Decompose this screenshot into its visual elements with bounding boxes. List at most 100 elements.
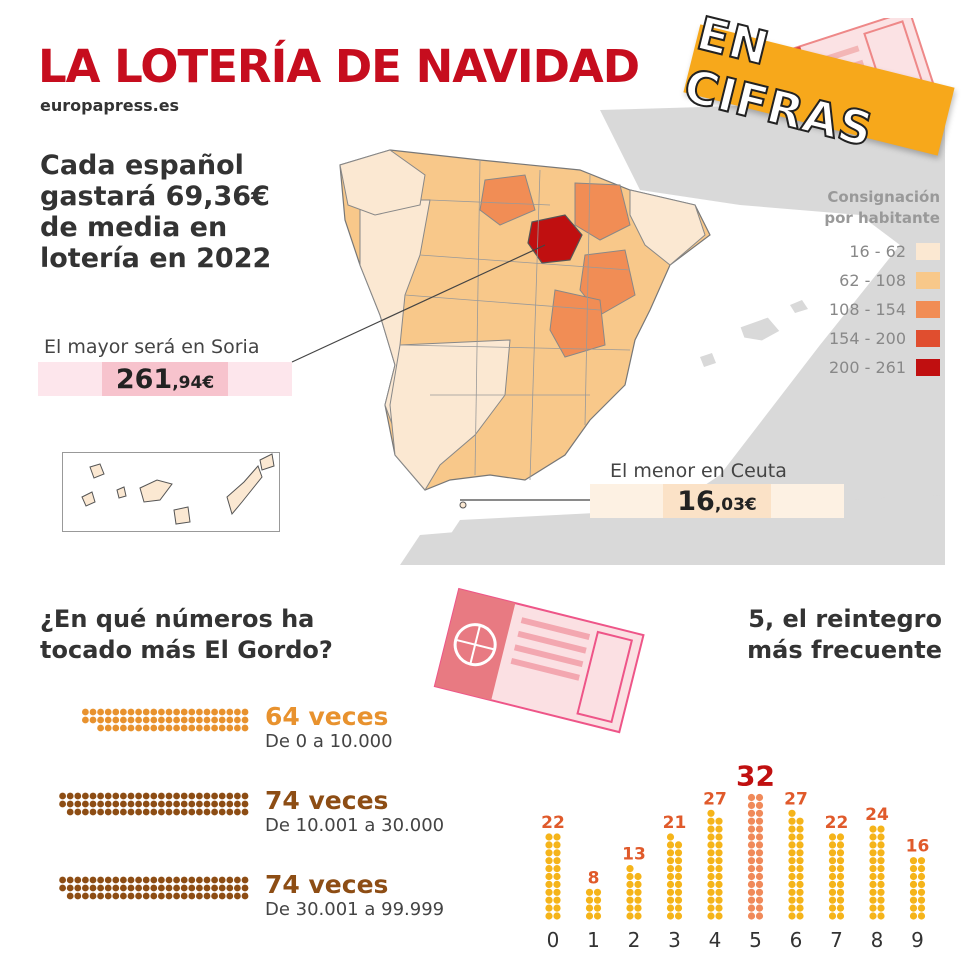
reintegro-bar-1 [585,888,602,920]
gordo-dot [188,716,196,724]
reintegro-value-label: 27 [784,789,808,809]
reintegro-dot [755,912,764,920]
reintegro-dot [909,896,918,904]
reintegro-dot [788,880,796,888]
reintegro-dot [755,849,764,857]
gordo-dot [218,800,226,808]
gordo-dot [188,884,196,892]
reintegro-chart: 22 0 8 1 13 2 21 3 27 4 32 5 27 6 22 7 24 8 16 9 [541,760,929,953]
gordo-dot [241,716,249,724]
reintegro-dot [707,841,715,849]
canary-islands-inset [62,452,280,532]
legend-item: 200 - 261 [790,356,940,378]
reintegro-dot [626,904,634,912]
gordo-dot [226,800,234,808]
reintegro-dot [755,801,764,809]
gordo-dot [173,716,181,724]
reintegro-dot [828,849,837,857]
reintegro-dot [747,880,756,888]
gordo-dot [158,800,165,808]
reintegro-dot [553,904,561,912]
gordo-dot [120,800,127,808]
gordo-dot [89,792,97,800]
gordo-dot [104,892,112,900]
gordo-dot [66,800,74,808]
reintegro-dot [917,857,926,865]
gordo-dot [135,792,143,800]
gordo-dot [196,884,203,892]
gordo-dot [234,884,241,892]
reintegro-category-label: 9 [911,928,924,952]
reintegro-dot [869,849,877,857]
gordo-dot [188,808,196,816]
gordo-dot [150,800,158,808]
reintegro-dot [674,849,683,857]
gordo-dot [82,884,89,892]
gordo-dot [196,808,203,816]
gordo-dot [180,884,188,892]
gordo-dot [112,716,120,724]
reintegro-dot [836,849,845,857]
legend-swatch [916,329,940,347]
gordo-dot [165,792,173,800]
legend-item-label: 154 - 200 [828,328,906,348]
gordo-dot [142,708,150,716]
reintegro-dot [828,833,837,841]
lowest-box: 16,03€ [590,484,844,518]
gordo-dot [234,708,241,716]
gordo-dot [180,876,188,884]
gordo-dot [173,800,181,808]
gordo-dot [112,724,120,732]
gordo-dot [165,716,173,724]
reintegro-dot [796,849,804,857]
reintegro-value-label: 32 [736,760,775,793]
gordo-dots-row [82,708,249,732]
reintegro-dot [634,912,642,920]
reintegro-dot [869,896,877,904]
reintegro-dot [626,912,634,920]
gordo-dot [120,884,127,892]
reintegro-dot [715,880,723,888]
reintegro-dot [545,865,553,873]
gordo-dot [158,808,165,816]
gordo-dot [112,800,120,808]
reintegro-dot [707,912,715,920]
gordo-dot [112,884,120,892]
reintegro-bar-4 [707,809,723,920]
reintegro-dot [626,896,634,904]
reintegro-dot [715,912,723,920]
reintegro-dot [836,833,845,841]
gordo-row-0: 64 veces De 0 a 10.000 [265,702,393,752]
gordo-dot [165,800,173,808]
reintegro-dot [747,912,756,920]
gordo-dot [196,716,203,724]
gordo-dot [211,800,219,808]
reintegro-dot [715,825,723,833]
gordo-dot [66,808,74,816]
reintegro-dot [869,865,877,873]
reintegro-value-label: 21 [663,813,687,833]
gordo-dot [135,884,143,892]
gordo-dot [196,876,203,884]
gordo-dots-row [59,876,249,900]
reintegro-dot [707,896,715,904]
gordo-dot [241,884,249,892]
source-label: europapress.es [40,96,180,115]
reintegro-dot [788,809,796,817]
gordo-dot [180,892,188,900]
gordo-dot [234,892,241,900]
gordo-dot [158,724,165,732]
reintegro-dot [869,912,877,920]
gordo-dot [241,892,249,900]
gordo-dot [180,716,188,724]
gordo-dot [142,716,150,724]
legend-item-label: 200 - 261 [828,357,906,377]
gordo-dot [82,876,89,884]
gordo-dot [97,716,104,724]
gordo-dot [127,800,135,808]
gordo-row-1: 74 veces De 10.001 a 30.000 [265,786,445,836]
gordo-dot [218,808,226,816]
reintegro-dot [917,872,926,881]
reintegro-category-label: 0 [547,928,560,952]
gordo-dot [241,876,249,884]
